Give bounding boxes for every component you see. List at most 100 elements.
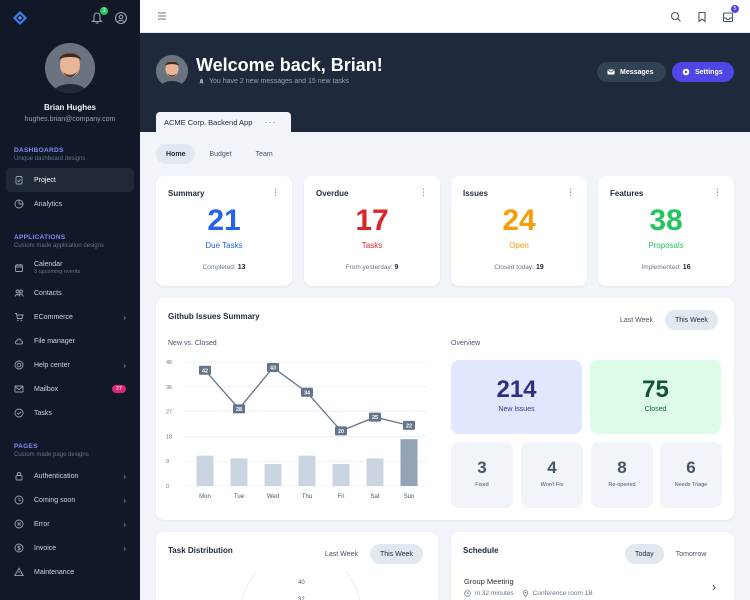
card-title: Task Distribution xyxy=(168,546,233,555)
mailbox-count-badge: 27 xyxy=(111,385,126,393)
card-title: Issues xyxy=(463,189,488,198)
notifications-badge: 3 xyxy=(100,6,108,15)
sidebar-item-coming-soon[interactable]: Coming soon › xyxy=(6,488,134,512)
notifications-bell-icon[interactable]: 3 xyxy=(90,6,108,25)
overview-label: Re-opened xyxy=(608,482,636,488)
user-email: hughes.brian@company.com xyxy=(24,116,116,123)
day-tomorrow[interactable]: Tomorrow xyxy=(675,550,707,558)
stat-footer: Closed today: 19 xyxy=(451,264,587,271)
topbar: 5 xyxy=(140,0,750,33)
data-label-box xyxy=(199,365,211,375)
bookmark-icon[interactable] xyxy=(696,10,708,23)
sidebar-item-ecommerce[interactable]: ECommerce › xyxy=(6,305,134,329)
dollar-icon xyxy=(14,543,24,553)
data-label-box xyxy=(335,426,347,436)
sidebar-item-label: Project xyxy=(34,176,56,184)
overdue-card: Overdue ⋮ 17 Tasks From yesterday: 9 xyxy=(304,176,440,286)
tab-budget[interactable]: Budget xyxy=(209,150,232,158)
sidebar-item-calendar[interactable]: Calendar 3 upcoming events xyxy=(6,255,134,281)
sidebar-item-label: Tasks xyxy=(34,409,52,417)
sidebar-item-authentication[interactable]: Authentication › xyxy=(6,464,134,488)
day-today[interactable]: Today xyxy=(625,544,664,564)
users-icon xyxy=(14,288,24,298)
more-vertical-icon[interactable]: ⋮ xyxy=(566,187,575,197)
nav-section-pages: PAGES Custom made page designs xyxy=(0,443,140,458)
card-title: Overdue xyxy=(316,189,349,198)
sidebar-item-invoice[interactable]: Invoice › xyxy=(6,536,134,560)
nav-section-applications: APPLICATIONS Custom made application des… xyxy=(0,234,140,249)
section-subtitle: Custom made page designs xyxy=(14,452,89,458)
radial-tick-label: 32 xyxy=(298,597,305,600)
radial-tick-label: 40 xyxy=(298,580,305,586)
range-this-week[interactable]: This Week xyxy=(664,310,718,330)
chevron-right-icon: › xyxy=(123,519,126,529)
logo-icon[interactable] xyxy=(12,10,28,26)
sidebar-item-label: Analytics xyxy=(34,200,63,208)
more-options-icon[interactable]: ··· xyxy=(264,117,277,127)
sidebar-item-contacts[interactable]: Contacts xyxy=(6,281,134,305)
bar xyxy=(366,458,384,486)
overview-label: Closed xyxy=(644,406,667,413)
data-label: 43 xyxy=(270,366,276,372)
search-icon[interactable] xyxy=(670,10,682,22)
avatar[interactable] xyxy=(45,43,95,93)
stat-label: Due Tasks xyxy=(205,241,243,250)
range-this-week[interactable]: This Week xyxy=(369,544,423,564)
data-label: 34 xyxy=(304,390,311,396)
chevron-right-icon: › xyxy=(123,543,126,553)
event-title: Group Meeting xyxy=(464,577,514,586)
cart-icon xyxy=(14,312,24,322)
mail-icon xyxy=(607,69,615,75)
tasks-inbox-icon[interactable]: 5 xyxy=(722,5,739,23)
stat-footer-label: From yesterday: xyxy=(345,264,393,271)
messages-button[interactable]: Messages xyxy=(597,62,666,82)
gear-icon xyxy=(682,68,690,76)
tab-home[interactable]: Home xyxy=(156,144,196,164)
data-label: 42 xyxy=(202,368,208,374)
menu-icon[interactable] xyxy=(156,10,168,22)
y-tick-label: 9 xyxy=(166,459,169,465)
x-circle-icon xyxy=(14,519,24,529)
chevron-right-icon[interactable]: › xyxy=(712,580,716,594)
sidebar-item-maintenance[interactable]: Maintenance xyxy=(6,560,134,584)
section-title: PAGES xyxy=(14,443,38,450)
y-tick-label: 27 xyxy=(166,410,172,416)
card-title: Summary xyxy=(168,189,205,198)
sidebar-item-file-manager[interactable]: File manager xyxy=(6,329,134,353)
sidebar-item-project[interactable]: Project xyxy=(6,168,134,192)
sidebar-item-label: Help center xyxy=(34,361,70,369)
range-last-week[interactable]: Last Week xyxy=(325,550,358,558)
overview-value: 4 xyxy=(547,458,557,477)
settings-button[interactable]: Settings xyxy=(672,62,734,82)
settings-button-label: Settings xyxy=(695,68,723,76)
project-selector[interactable]: ACME Corp. Backend App ··· xyxy=(156,112,291,132)
summary-card: Summary ⋮ 21 Due Tasks Completed: 13 xyxy=(156,176,292,286)
card-title: Github Issues Summary xyxy=(168,312,260,321)
range-last-week[interactable]: Last Week xyxy=(620,316,653,324)
more-vertical-icon[interactable]: ⋮ xyxy=(271,187,280,197)
stat-footer-value: 9 xyxy=(394,264,399,271)
needs-triage-box: 6 Needs Triage xyxy=(660,442,722,508)
bell-icon xyxy=(199,78,204,84)
bar xyxy=(196,455,214,486)
new-issues-box: 214 New Issues xyxy=(451,360,582,434)
sidebar-item-label: Mailbox xyxy=(34,385,59,393)
sidebar-item-error[interactable]: Error › xyxy=(6,512,134,536)
more-vertical-icon[interactable]: ⋮ xyxy=(713,187,722,197)
clipboard-icon xyxy=(14,175,24,185)
sidebar-item-mailbox[interactable]: Mailbox 27 xyxy=(6,377,134,401)
sidebar-item-help-center[interactable]: Help center › xyxy=(6,353,134,377)
event-meta: in 32 minutes Conference room 1B xyxy=(464,590,593,597)
tab-team[interactable]: Team xyxy=(255,150,273,158)
sidebar-item-label: Authentication xyxy=(34,472,79,480)
data-label: 25 xyxy=(372,415,378,421)
data-label-box xyxy=(403,420,415,430)
user-menu-icon[interactable] xyxy=(114,11,128,25)
sidebar-item-tasks[interactable]: Tasks xyxy=(6,401,134,425)
sidebar-item-analytics[interactable]: Analytics xyxy=(6,192,134,216)
stat-label: Proposals xyxy=(648,241,684,250)
overview-label: Won't Fix xyxy=(540,482,564,488)
more-vertical-icon[interactable]: ⋮ xyxy=(419,187,428,197)
avatar[interactable] xyxy=(156,55,188,87)
tasks-badge: 5 xyxy=(731,5,739,13)
